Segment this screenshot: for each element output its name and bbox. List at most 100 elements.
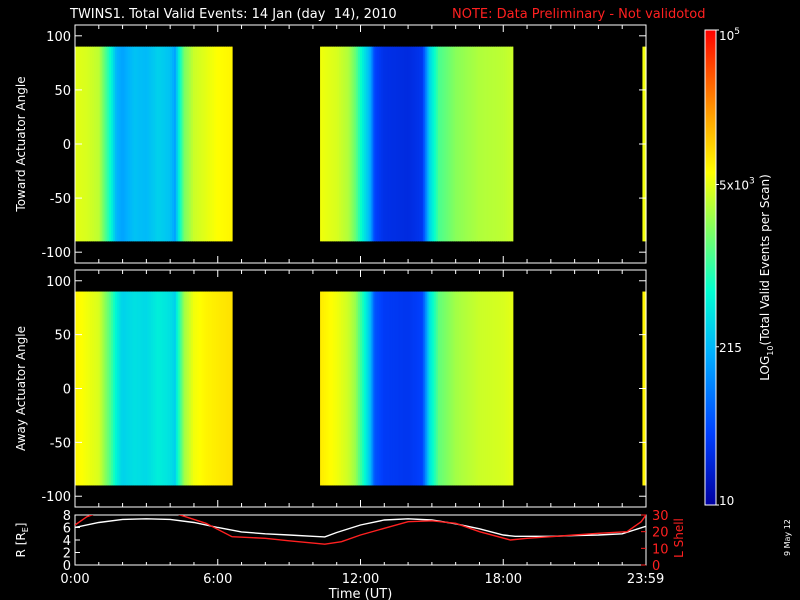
heatmap-cell <box>459 46 462 242</box>
heatmap-cell <box>325 46 329 242</box>
colorbar-tick-base: 215 <box>719 341 742 355</box>
heatmap-cell <box>441 291 445 486</box>
heatmap-cell <box>130 291 133 486</box>
heatmap-cell <box>160 291 164 486</box>
heatmap-cell <box>212 46 215 242</box>
heatmap-cell <box>128 46 131 242</box>
y-axis-label-left-close: ] <box>14 523 28 528</box>
heatmap-cell <box>183 291 186 486</box>
heatmap-cell <box>168 291 171 486</box>
heatmap-cell <box>321 46 325 242</box>
heatmap-cell <box>428 46 432 242</box>
heatmap-cell <box>118 291 122 486</box>
heatmap-cell <box>432 291 435 486</box>
heatmap-cell <box>339 291 342 486</box>
heatmap-cell <box>502 46 506 242</box>
heatmap-cell <box>411 46 414 242</box>
heatmap-cell <box>392 46 395 242</box>
heatmap-cell <box>487 46 491 242</box>
heatmap-cell <box>466 46 470 242</box>
heatmap-cell <box>198 291 202 486</box>
y-tick-label-right: 30 <box>652 509 669 524</box>
y-axis-label-left-main: R [R <box>14 532 28 557</box>
heatmap-cell <box>111 291 114 486</box>
heatmap-cell <box>356 46 359 242</box>
heatmap-cell <box>407 291 411 486</box>
heatmap-cell <box>327 46 331 242</box>
heatmap-cell <box>335 291 338 486</box>
heatmap-cell <box>103 291 107 486</box>
heatmap-cell <box>154 46 158 242</box>
heatmap-cell <box>198 46 202 242</box>
heatmap-cell <box>447 291 451 486</box>
heatmap-cell <box>135 46 139 242</box>
heatmap-cell <box>215 291 219 486</box>
heatmap-cell <box>426 46 430 242</box>
heatmap-cell <box>348 291 352 486</box>
heatmap-cell <box>502 291 506 486</box>
heatmap-cell <box>101 46 105 242</box>
y-tick-label: -50 <box>50 192 71 207</box>
heatmap-cell <box>508 46 511 242</box>
heatmap-cell <box>388 291 392 486</box>
heatmap-cell <box>403 291 407 486</box>
heatmap-cell <box>323 291 327 486</box>
heatmap-cell <box>344 46 348 242</box>
colorbar-tick-base: 5x10 <box>719 178 749 192</box>
heatmap-cell <box>210 291 213 486</box>
heatmap-cell <box>342 291 346 486</box>
heatmap-cell <box>436 46 439 242</box>
heatmap-cell <box>415 46 418 242</box>
heatmap-cell <box>401 291 405 486</box>
heatmap-cell <box>339 46 342 242</box>
y-tick-label: 0 <box>63 138 71 153</box>
heatmap-cell <box>225 46 228 242</box>
heatmap-cell <box>462 291 466 486</box>
heatmap-cell <box>422 291 426 486</box>
heatmap-cell <box>99 46 103 242</box>
y-tick-label: -100 <box>41 490 71 505</box>
heatmap-cell <box>346 291 350 486</box>
heatmap-cell <box>453 46 456 242</box>
heatmap-cell <box>493 46 496 242</box>
heatmap-cell <box>415 291 418 486</box>
heatmap-cell <box>426 291 430 486</box>
heatmap-cell <box>470 46 473 242</box>
heatmap-cell <box>413 46 416 242</box>
heatmap-cell <box>363 46 367 242</box>
heatmap-cell <box>453 291 456 486</box>
heatmap-cell <box>189 291 192 486</box>
colorbar-tick-label: 5x103 <box>719 176 755 192</box>
heatmap-cell <box>451 291 454 486</box>
figure-title-note: NOTE: Data Preliminary - Not validotod <box>452 7 706 22</box>
heatmap-cell <box>149 291 152 486</box>
heatmap-cell <box>202 46 206 242</box>
heatmap-cell <box>472 46 475 242</box>
heatmap-cell <box>109 291 112 486</box>
heatmap-cell <box>405 46 409 242</box>
heatmap-cell <box>107 46 110 242</box>
heatmap-cell <box>392 291 395 486</box>
heatmap-cell <box>227 291 230 486</box>
heatmap-cell <box>120 291 124 486</box>
panel-frame <box>74 514 647 566</box>
heatmap-cell <box>384 46 388 242</box>
heatmap-cell <box>193 46 196 242</box>
heatmap-cell <box>92 46 95 242</box>
heatmap-cell <box>468 46 472 242</box>
heatmap-cell <box>160 46 164 242</box>
heatmap-cell <box>113 291 116 486</box>
heatmap-cell <box>173 46 177 242</box>
heatmap-cell <box>126 291 129 486</box>
heatmap-cell <box>172 46 175 242</box>
heatmap-cell <box>219 291 223 486</box>
heatmap-cell <box>500 46 504 242</box>
x-tick-label: 0:00 <box>60 572 89 587</box>
heatmap-cell <box>156 291 160 486</box>
heatmap-cell <box>158 291 162 486</box>
heatmap-cell <box>212 291 215 486</box>
heatmap-cell <box>424 46 428 242</box>
heatmap-cell <box>120 46 124 242</box>
heatmap-cell <box>132 291 135 486</box>
